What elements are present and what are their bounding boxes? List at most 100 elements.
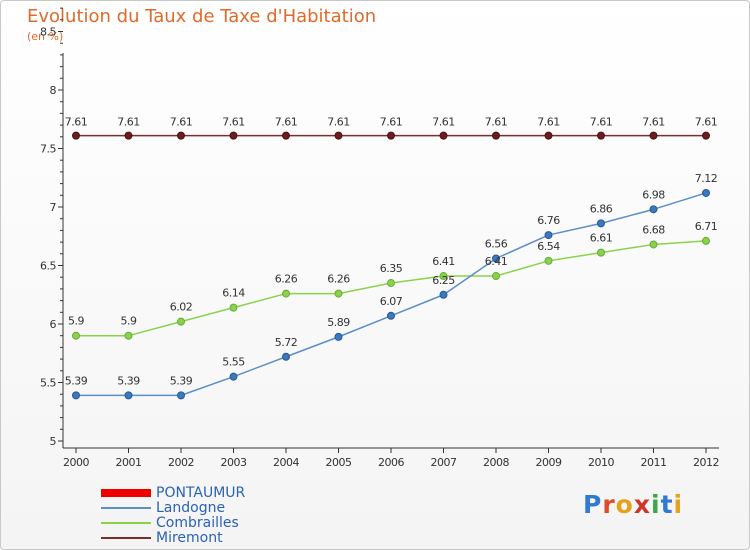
data-point-combrailles [177, 317, 185, 326]
data-label-miremont: 7.61 [485, 116, 508, 129]
data-label-combrailles: 6.71 [695, 220, 718, 233]
x-tick-label: 2003 [221, 456, 247, 469]
data-label-landogne: 6.76 [537, 214, 560, 227]
y-tick-label: 6 [50, 318, 57, 331]
data-point-landogne [544, 231, 553, 240]
data-label-landogne: 6.25 [432, 274, 455, 287]
data-point-landogne [124, 391, 133, 400]
data-point-combrailles [387, 279, 395, 288]
data-label-miremont: 7.61 [695, 116, 718, 129]
legend-swatch-landogne [101, 507, 151, 509]
data-point-combrailles [649, 240, 658, 249]
x-tick-label: 2012 [693, 456, 719, 469]
data-label-landogne: 7.12 [695, 172, 718, 185]
data-point-miremont [387, 131, 395, 140]
data-label-miremont: 7.61 [590, 116, 613, 129]
data-point-landogne [492, 254, 500, 263]
logo-letter: o [615, 490, 634, 519]
data-label-landogne: 5.55 [222, 356, 245, 369]
x-tick-label: 2006 [378, 456, 404, 469]
data-point-landogne [334, 332, 343, 341]
data-label-landogne: 5.89 [327, 316, 350, 329]
data-point-landogne [649, 205, 658, 214]
data-point-landogne [597, 219, 605, 228]
data-label-combrailles: 6.54 [537, 240, 560, 253]
proxiti-logo: Proxiti [583, 490, 683, 519]
chart-title: Evolution du Taux de Taxe d'Habitation [27, 6, 377, 27]
legend-label-combrailles: Combrailles [156, 515, 239, 531]
y-tick-label: 8 [50, 84, 57, 97]
legend-label-miremont: Miremont [156, 530, 223, 546]
data-label-miremont: 7.61 [327, 116, 350, 129]
data-label-landogne: 5.72 [275, 336, 298, 349]
y-tick-label: 5 [50, 435, 57, 448]
series-miremont [72, 131, 710, 140]
data-label-miremont: 7.61 [170, 116, 193, 129]
y-tick-label: 5.5 [40, 377, 56, 390]
data-label-combrailles: 5.9 [121, 315, 137, 328]
data-point-combrailles [439, 272, 448, 281]
x-tick-label: 2010 [588, 456, 614, 469]
y-tick-label: 6.5 [40, 260, 56, 273]
y-tick-label: 7.5 [40, 143, 56, 156]
data-point-miremont [229, 131, 238, 140]
legend-label-landogne: Landogne [156, 500, 226, 516]
data-point-landogne [387, 311, 395, 320]
x-tick-label: 2004 [273, 456, 299, 469]
data-label-landogne: 6.86 [590, 202, 613, 215]
data-label-landogne: 6.56 [485, 237, 508, 250]
x-tick-label: 2007 [431, 456, 457, 469]
data-point-landogne [282, 352, 290, 361]
data-point-landogne [72, 391, 80, 400]
data-label-combrailles: 6.26 [327, 273, 350, 286]
chart-subtitle: (en %) [27, 30, 64, 43]
data-label-combrailles: 6.41 [485, 255, 508, 268]
data-point-miremont [439, 131, 448, 140]
legend-label-pontaumur: PONTAUMUR [156, 485, 246, 501]
data-label-combrailles: 6.35 [380, 262, 403, 275]
data-label-miremont: 7.61 [222, 116, 245, 129]
data-label-miremont: 7.61 [65, 116, 88, 129]
logo-letter: t [660, 490, 674, 519]
logo-letter: r [602, 490, 616, 519]
data-point-landogne [439, 290, 448, 299]
x-tick-label: 2002 [168, 456, 194, 469]
data-label-miremont: 7.61 [642, 116, 665, 129]
legend-item-miremont: Miremont [101, 530, 361, 546]
data-label-combrailles: 6.26 [275, 273, 298, 286]
x-tick-label: 2001 [116, 456, 142, 469]
data-point-combrailles [702, 236, 710, 245]
data-label-landogne: 5.39 [65, 374, 88, 387]
data-label-combrailles: 6.14 [222, 287, 245, 300]
legend-swatch-pontaumur [101, 489, 151, 497]
data-point-miremont [177, 131, 185, 140]
data-label-miremont: 7.61 [537, 116, 560, 129]
data-point-combrailles [334, 289, 343, 298]
legend-item-landogne: Landogne [101, 500, 361, 516]
data-label-miremont: 7.61 [275, 116, 298, 129]
data-label-miremont: 7.61 [380, 116, 403, 129]
data-point-miremont [334, 131, 343, 140]
y-tick-label: 8.5 [40, 26, 56, 39]
data-point-miremont [649, 131, 658, 140]
x-tick-label: 2008 [483, 456, 509, 469]
data-point-landogne [177, 391, 185, 400]
data-point-combrailles [124, 331, 133, 340]
legend-item-combrailles: Combrailles [101, 515, 361, 531]
series-combrailles [72, 236, 710, 340]
data-point-miremont [492, 131, 500, 140]
x-tick-label: 2009 [536, 456, 562, 469]
data-label-landogne: 6.07 [380, 295, 403, 308]
logo-letter: x [633, 490, 651, 519]
legend-swatch-combrailles [101, 522, 151, 524]
data-label-landogne: 6.98 [642, 188, 665, 201]
data-label-landogne: 5.39 [170, 374, 193, 387]
legend-item-pontaumur: PONTAUMUR [101, 485, 361, 501]
data-point-miremont [544, 131, 553, 140]
series-landogne [72, 188, 710, 400]
data-label-miremont: 7.61 [432, 116, 455, 129]
x-tick-label: 2005 [326, 456, 352, 469]
logo-letter: i [651, 490, 661, 519]
data-label-combrailles: 6.41 [432, 255, 455, 268]
